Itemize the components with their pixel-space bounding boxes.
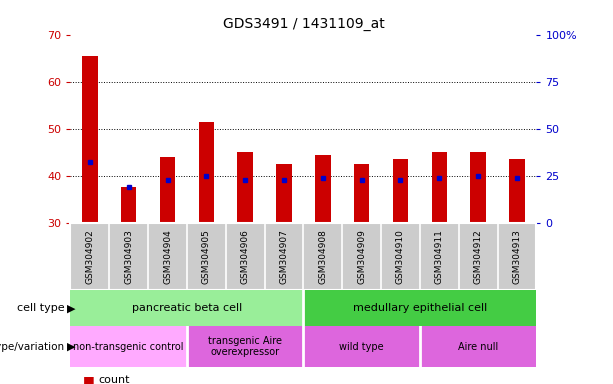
Bar bbox=[315, 154, 330, 223]
Bar bbox=[432, 152, 447, 223]
Bar bbox=[121, 187, 137, 223]
Text: GSM304909: GSM304909 bbox=[357, 229, 366, 284]
Text: genotype/variation: genotype/variation bbox=[0, 341, 64, 352]
Text: pancreatic beta cell: pancreatic beta cell bbox=[132, 303, 242, 313]
Bar bbox=[276, 164, 292, 223]
Text: ■: ■ bbox=[83, 374, 94, 384]
Text: GSM304903: GSM304903 bbox=[124, 229, 133, 284]
Bar bbox=[187, 326, 303, 367]
Bar bbox=[160, 157, 175, 223]
Text: GSM304913: GSM304913 bbox=[512, 229, 522, 284]
Bar bbox=[393, 159, 408, 223]
Text: GSM304912: GSM304912 bbox=[474, 229, 482, 284]
Bar bbox=[303, 290, 536, 326]
Text: GSM304904: GSM304904 bbox=[163, 229, 172, 284]
Text: GSM304906: GSM304906 bbox=[241, 229, 249, 284]
Text: count: count bbox=[98, 375, 129, 384]
Bar bbox=[70, 290, 303, 326]
Text: Aire null: Aire null bbox=[458, 341, 498, 352]
Text: GSM304910: GSM304910 bbox=[396, 229, 405, 284]
Text: GSM304902: GSM304902 bbox=[85, 229, 94, 284]
Bar bbox=[420, 326, 536, 367]
Bar bbox=[303, 326, 420, 367]
Title: GDS3491 / 1431109_at: GDS3491 / 1431109_at bbox=[223, 17, 384, 31]
Text: GSM304911: GSM304911 bbox=[435, 229, 444, 284]
Bar bbox=[199, 122, 214, 223]
Bar bbox=[82, 56, 97, 223]
Text: wild type: wild type bbox=[340, 341, 384, 352]
Bar bbox=[70, 326, 187, 367]
Text: transgenic Aire
overexpressor: transgenic Aire overexpressor bbox=[208, 336, 282, 358]
Text: non-transgenic control: non-transgenic control bbox=[74, 341, 184, 352]
Bar bbox=[470, 152, 486, 223]
Bar bbox=[354, 164, 370, 223]
Text: cell type: cell type bbox=[17, 303, 64, 313]
Text: GSM304908: GSM304908 bbox=[318, 229, 327, 284]
Text: GSM304905: GSM304905 bbox=[202, 229, 211, 284]
Bar bbox=[237, 152, 253, 223]
Text: GSM304907: GSM304907 bbox=[280, 229, 289, 284]
Text: medullary epithelial cell: medullary epithelial cell bbox=[352, 303, 487, 313]
Text: ▶: ▶ bbox=[67, 341, 76, 352]
Bar bbox=[509, 159, 525, 223]
Text: ▶: ▶ bbox=[67, 303, 76, 313]
